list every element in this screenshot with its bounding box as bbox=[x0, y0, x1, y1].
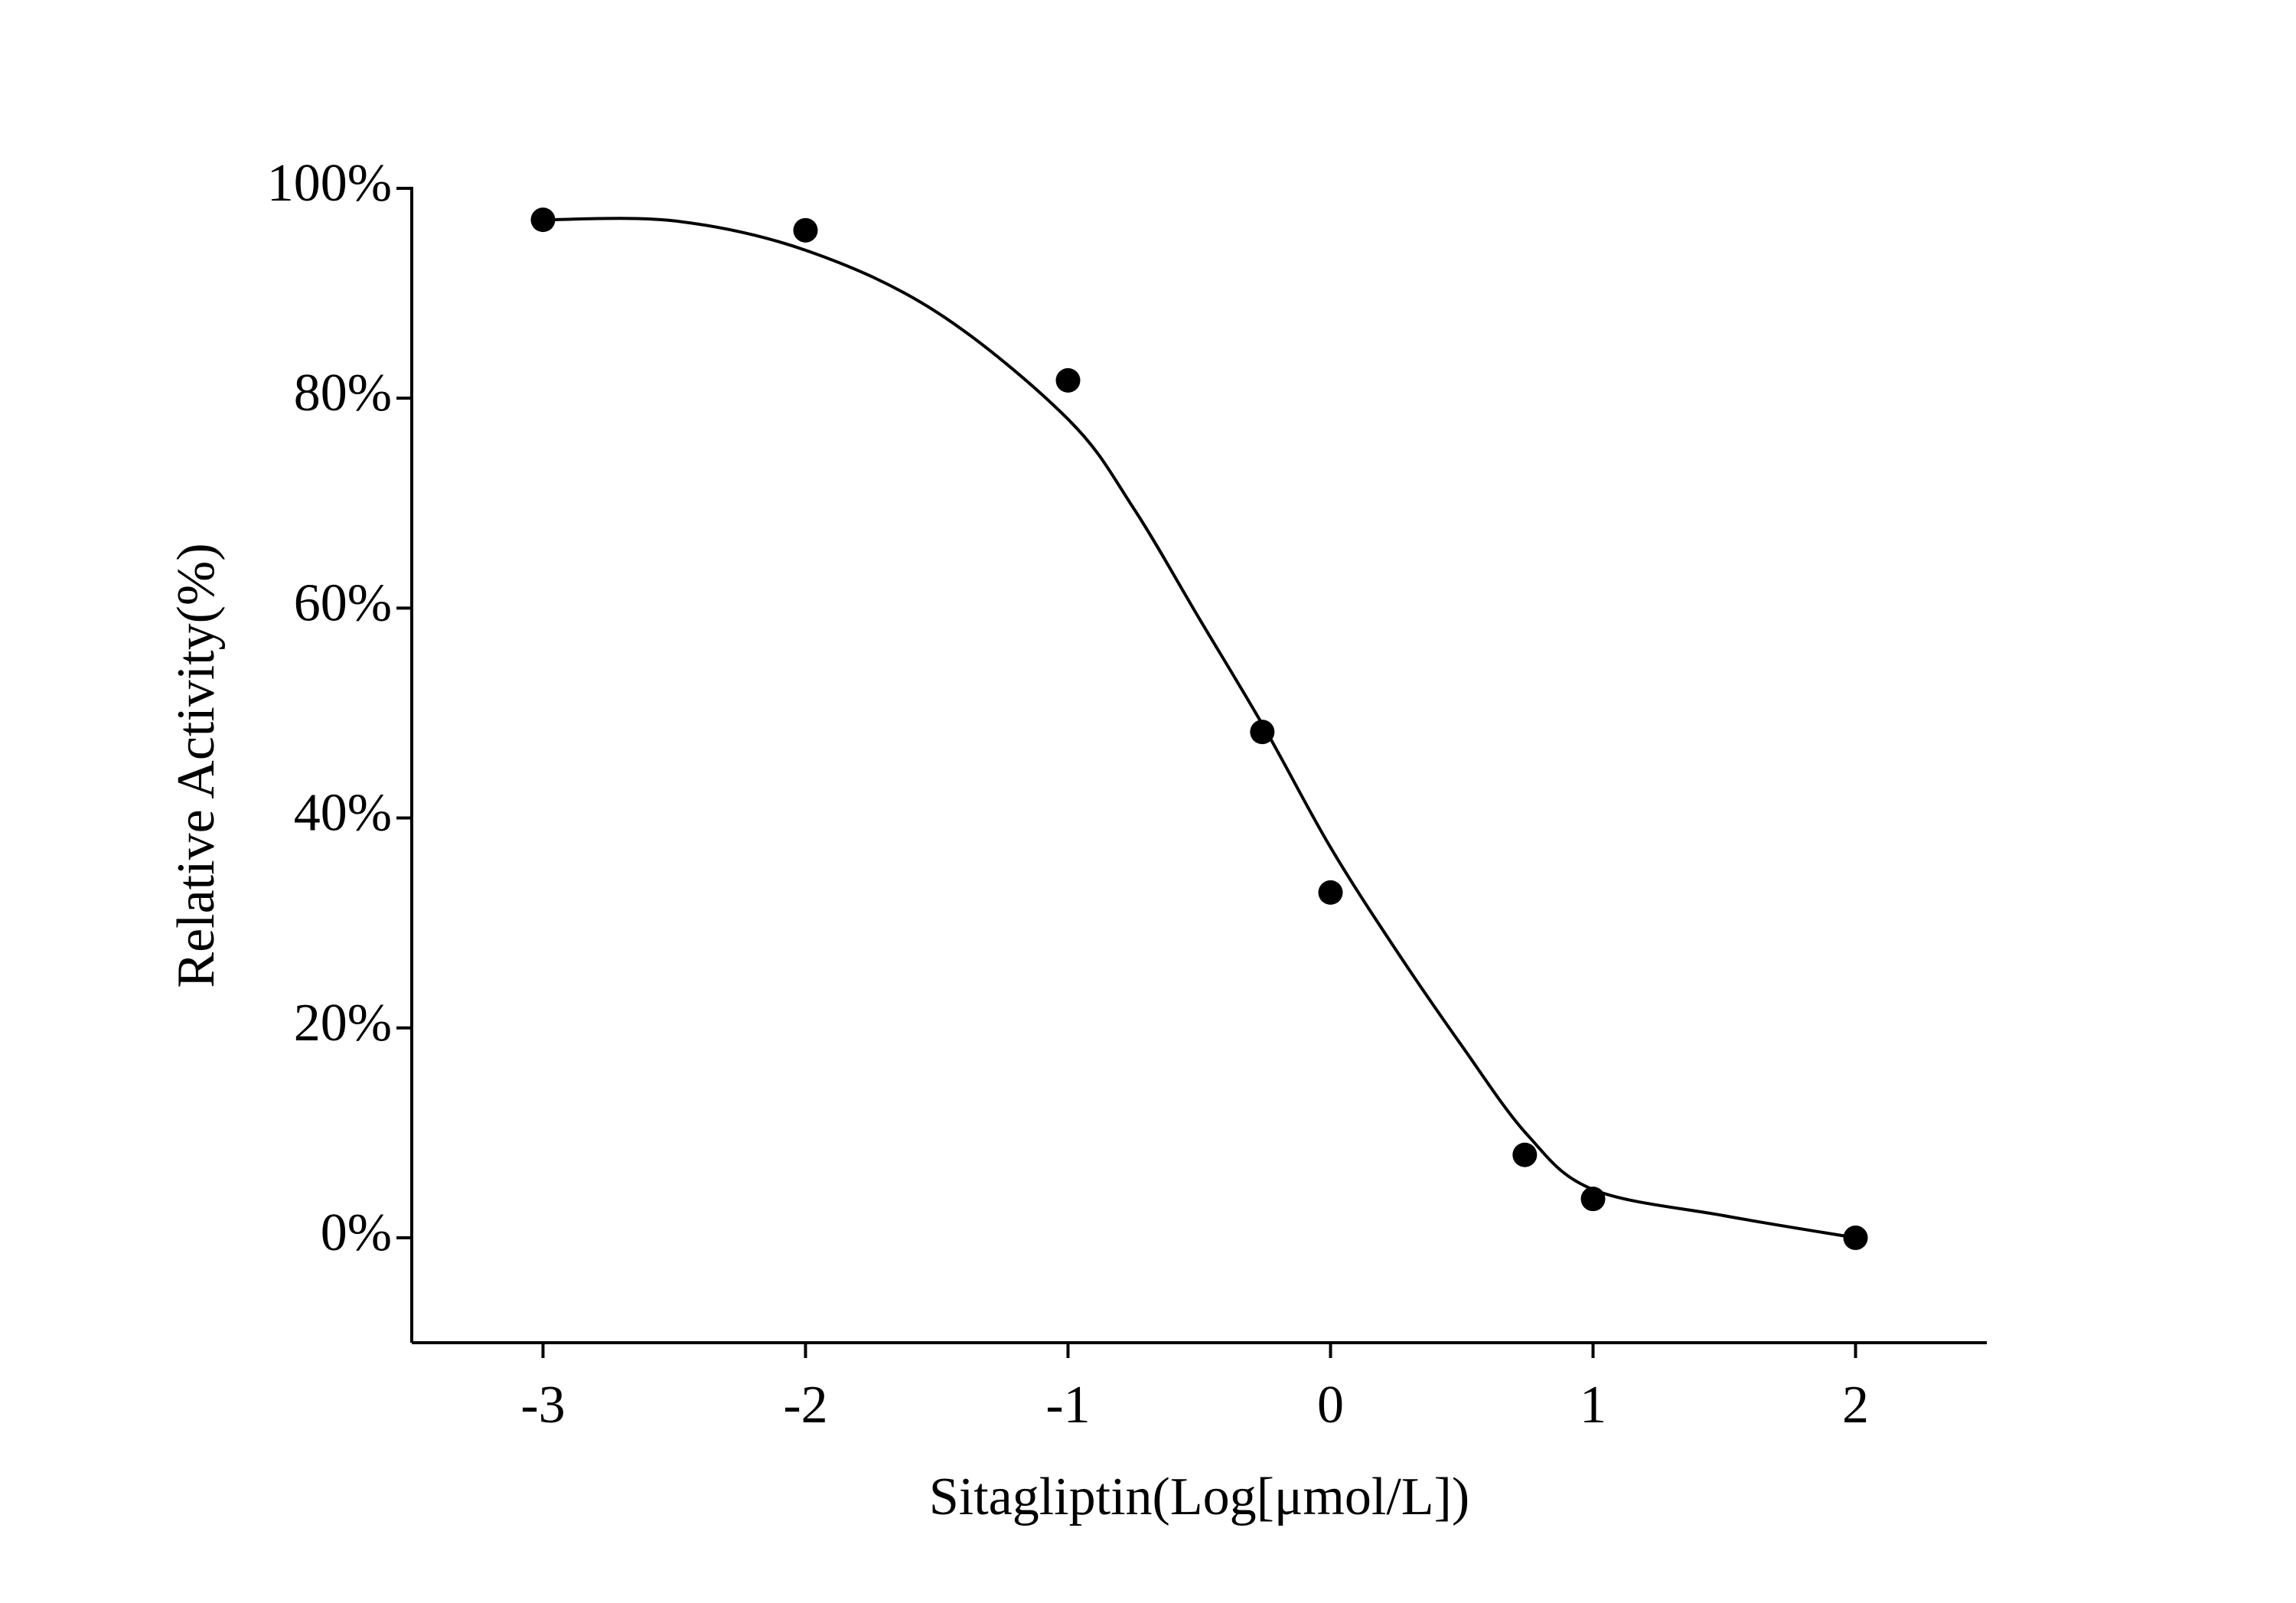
x-tick-label: 2 bbox=[1842, 1376, 1869, 1435]
data-point bbox=[1055, 367, 1081, 393]
data-point bbox=[1843, 1225, 1868, 1250]
x-tick-label: -3 bbox=[520, 1376, 565, 1435]
data-point bbox=[1580, 1187, 1606, 1212]
y-axis-label: Relative Activity(%) bbox=[167, 543, 226, 988]
x-tick-label: 0 bbox=[1317, 1376, 1344, 1435]
data-point bbox=[1512, 1142, 1538, 1167]
y-tick-label: 100% bbox=[267, 154, 392, 213]
data-point bbox=[793, 217, 818, 243]
y-tick-label: 60% bbox=[294, 573, 392, 632]
y-tick-label: 0% bbox=[321, 1203, 392, 1262]
x-tick-label: -2 bbox=[783, 1376, 827, 1435]
data-point bbox=[530, 207, 556, 233]
fit-curve bbox=[543, 217, 1856, 1239]
y-tick-label: 40% bbox=[294, 784, 392, 843]
y-tick-label: 80% bbox=[294, 364, 392, 423]
y-tick-label: 20% bbox=[294, 994, 392, 1053]
x-tick-label: -1 bbox=[1045, 1376, 1090, 1435]
x-axis-label: Sitagliptin(Log[μmol/L]) bbox=[929, 1468, 1469, 1526]
data-point bbox=[1318, 880, 1343, 905]
data-point bbox=[1250, 720, 1275, 745]
x-tick-label: 1 bbox=[1580, 1376, 1606, 1435]
